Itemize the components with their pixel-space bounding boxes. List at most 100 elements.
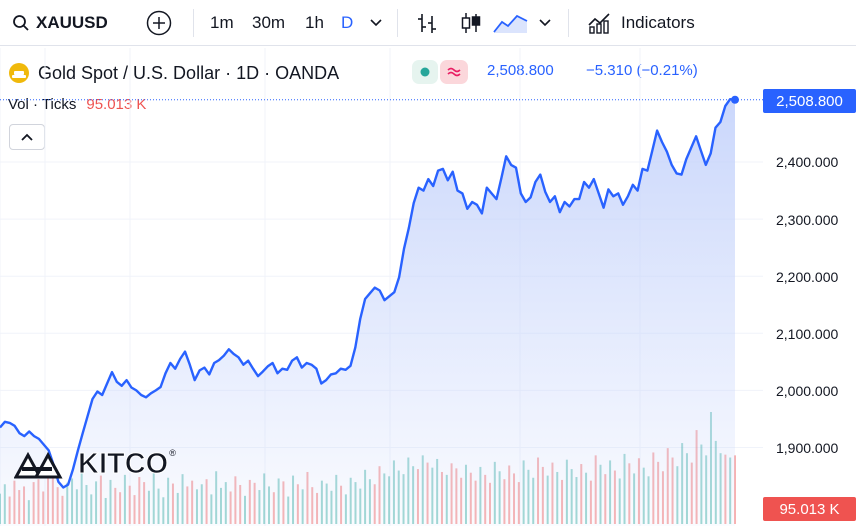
volume-bar [18, 490, 21, 524]
volume-bar [359, 488, 362, 524]
volume-bar [719, 453, 722, 524]
volume-bar [219, 487, 222, 524]
kitco-logo-mark [14, 451, 63, 478]
area-style-button[interactable] [493, 0, 529, 46]
volume-bar [464, 464, 467, 524]
volume-bar [537, 457, 540, 524]
volume-bar [426, 462, 429, 524]
volume-bar [609, 460, 612, 524]
volume-bar [589, 480, 592, 524]
y-tick: 2,400.000 [776, 154, 839, 170]
volume-bar [133, 495, 136, 524]
volume-bar [268, 486, 271, 524]
volume-bar [320, 480, 323, 524]
volume-bar [440, 471, 443, 524]
add-circle-icon [146, 10, 172, 36]
volume-bar [195, 489, 198, 524]
interval-30m[interactable]: 30m [252, 0, 285, 46]
volume-bar [364, 469, 367, 524]
volume-bar [171, 483, 174, 524]
volume-bar [714, 440, 717, 524]
volume-bar [690, 462, 693, 524]
y-tick: 2,300.000 [776, 212, 839, 228]
chart-type-dropdown[interactable] [538, 0, 552, 46]
volume-bar [3, 484, 6, 524]
volume-bar [0, 493, 1, 524]
volume-bar [191, 480, 194, 524]
volume-bar [85, 484, 88, 524]
volume-bar [306, 471, 309, 524]
volume-bar [618, 478, 621, 524]
volume-bar [517, 482, 520, 524]
volume-bar [388, 476, 391, 524]
compare-button[interactable] [146, 0, 172, 46]
volume-bar [397, 470, 400, 524]
volume-bar [95, 481, 98, 524]
volume-bar [244, 495, 246, 524]
volume-bar [13, 480, 16, 524]
volume-bar [311, 487, 314, 524]
volume-bar [186, 486, 189, 524]
symbol-search[interactable]: XAUUSD [12, 0, 108, 46]
volume-bar [450, 463, 453, 524]
volume-bar [700, 444, 703, 524]
volume-bar [493, 461, 496, 524]
indicators-icon [588, 13, 610, 34]
top-toolbar: XAUUSD 1m 30m 1h D [0, 0, 856, 46]
volume-bar [666, 448, 669, 524]
volume-bar [527, 469, 530, 524]
volume-bar [109, 479, 112, 524]
volume-bar [119, 492, 122, 524]
volume-bar [416, 469, 419, 524]
volume-bar [484, 474, 487, 524]
volume-bar [282, 481, 285, 524]
volume-bar [344, 494, 347, 524]
market-open-icon [420, 67, 430, 77]
kitco-logo: KITCO ® [14, 448, 176, 481]
volume-bar [695, 430, 698, 524]
symbol-name: XAUUSD [36, 13, 108, 32]
volume-bar [99, 475, 102, 524]
volume-bar [354, 482, 357, 524]
interval-d[interactable]: D [341, 0, 353, 46]
kitco-wordmark: KITCO [77, 448, 169, 481]
market-status-badge[interactable] [412, 60, 438, 84]
collapse-legend-button[interactable] [9, 124, 45, 150]
interval-dropdown[interactable] [369, 0, 383, 46]
volume-bar [66, 482, 69, 524]
toolbar-divider [397, 9, 398, 37]
volume-bar [61, 495, 64, 524]
volume-bar [613, 470, 616, 524]
volume-bar [75, 489, 78, 524]
volume-bar [368, 479, 371, 524]
volume-bar [181, 474, 184, 524]
volume-bar [114, 487, 117, 524]
volume-bar [705, 455, 708, 524]
volume-bar [51, 476, 54, 524]
volume-bar [373, 484, 376, 524]
interval-1h[interactable]: 1h [305, 0, 324, 46]
volume-bar [460, 477, 463, 524]
volume-bar [104, 497, 107, 524]
volume-bar [628, 463, 631, 524]
volume-bar [200, 484, 203, 524]
volume-bar [594, 455, 597, 524]
toolbar-divider [568, 9, 569, 37]
volume-bar [431, 467, 434, 524]
volume-bar [729, 457, 732, 524]
data-delay-badge[interactable] [440, 60, 468, 84]
volume-bar [138, 477, 141, 524]
volume-bar [56, 487, 59, 524]
candles-button[interactable] [459, 0, 483, 46]
toolbar-divider [193, 9, 194, 37]
interval-label: 30m [252, 13, 286, 32]
volume-bar [436, 458, 439, 524]
volume-bar [724, 454, 727, 524]
volume-value: 95.013 K [86, 96, 147, 113]
volume-bar [647, 476, 650, 524]
volume-bar [445, 474, 448, 524]
volume-bar [71, 478, 74, 524]
bar-chart-button[interactable] [416, 0, 438, 46]
interval-1m[interactable]: 1m [210, 0, 234, 46]
indicators-button[interactable]: Indicators [587, 0, 695, 46]
